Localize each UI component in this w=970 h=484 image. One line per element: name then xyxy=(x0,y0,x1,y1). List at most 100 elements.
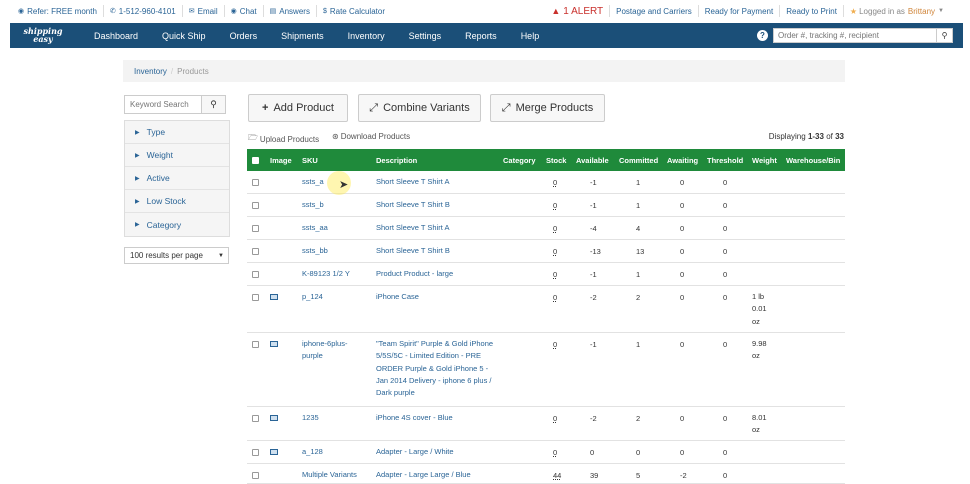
filter-category[interactable]: ▶ Category xyxy=(135,219,182,230)
sku-link[interactable]: a_128 xyxy=(302,447,323,456)
download-products-link[interactable]: ⊛ Download Products xyxy=(332,132,411,141)
ready-payment-link[interactable]: Ready for Payment xyxy=(699,5,781,17)
col-stock[interactable]: Stock xyxy=(546,156,567,165)
sku-link[interactable]: ssts_aa xyxy=(302,223,328,232)
nav-inventory[interactable]: Inventory xyxy=(347,30,385,41)
description-link[interactable]: iPhone Case xyxy=(376,292,419,301)
threshold-value: 0 xyxy=(723,448,728,457)
filter-active[interactable]: ▶ Active xyxy=(125,167,229,190)
description-link[interactable]: Adapter - Large Large / Blue xyxy=(376,470,471,479)
upload-products-link[interactable]: 🗁 Upload Products xyxy=(248,132,319,146)
image-icon[interactable] xyxy=(270,341,278,347)
row-checkbox[interactable] xyxy=(252,415,259,422)
description-link[interactable]: Short Sleeve T Shirt B xyxy=(376,246,450,255)
postage-carriers-link[interactable]: Postage and Carriers xyxy=(610,5,699,17)
description-link[interactable]: Short Sleeve T Shirt A xyxy=(376,223,450,232)
sku-link[interactable]: ssts_a xyxy=(302,177,324,186)
combine-variants-button[interactable]: ⤢ Combine Variants xyxy=(358,94,481,122)
sku-link[interactable]: p_124 xyxy=(302,292,323,301)
shippingeasy-logo[interactable]: shipping easy xyxy=(23,26,63,44)
image-icon[interactable] xyxy=(270,294,278,300)
nav-settings[interactable]: Settings xyxy=(408,30,442,41)
sku-link[interactable]: ssts_bb xyxy=(302,246,328,255)
row-checkbox[interactable] xyxy=(252,449,259,456)
nav-dashboard[interactable]: Dashboard xyxy=(94,30,139,41)
phone-link[interactable]: ✆ 1-512-960-4101 xyxy=(104,5,183,17)
stock-value[interactable]: 0 xyxy=(553,178,558,187)
stock-value[interactable]: 0 xyxy=(553,270,558,279)
sku-link[interactable]: K-89123 1/2 Y xyxy=(302,269,350,278)
filter-weight[interactable]: ▶ Weight xyxy=(125,144,229,167)
sku-link[interactable]: iphone-6plus-purple xyxy=(302,339,348,361)
row-checkbox[interactable] xyxy=(252,225,259,232)
nav-orders[interactable]: Orders xyxy=(229,30,258,41)
col-committed[interactable]: Committed xyxy=(619,156,659,165)
col-weight[interactable]: Weight xyxy=(752,156,777,165)
row-checkbox[interactable] xyxy=(252,271,259,278)
merge-products-button[interactable]: ⤢ Merge Products xyxy=(490,94,605,122)
add-product-button[interactable]: + Add Product xyxy=(248,94,348,122)
alert-link[interactable]: ▲ 1 ALERT xyxy=(545,5,611,17)
description-link[interactable]: iPhone 4S cover - Blue xyxy=(376,413,453,422)
row-checkbox[interactable] xyxy=(252,202,259,209)
user-menu[interactable]: ★ Logged in as Brittany ▼ xyxy=(849,6,944,16)
description-link[interactable]: "Team Spirit" Purple & Gold iPhone 5/5S/… xyxy=(376,339,494,398)
stock-value[interactable]: 0 xyxy=(553,224,558,233)
sku-link[interactable]: ssts_b xyxy=(302,200,324,209)
nav-quick-ship[interactable]: Quick Ship xyxy=(162,30,206,41)
stock-value[interactable]: 44 xyxy=(553,471,562,480)
col-warehouse-bin[interactable]: Warehouse/Bin xyxy=(786,156,841,165)
col-threshold[interactable]: Threshold xyxy=(707,156,744,165)
results-per-page-select[interactable]: 100 results per page ▼ xyxy=(124,247,229,264)
help-icon[interactable]: ? xyxy=(757,30,768,41)
caret-right-icon: ▶ xyxy=(135,152,140,159)
sku-link[interactable]: 1235 xyxy=(302,413,319,422)
image-icon[interactable] xyxy=(270,449,278,455)
nav-shipments[interactable]: Shipments xyxy=(281,30,324,41)
row-checkbox[interactable] xyxy=(252,472,259,479)
filter-low-stock[interactable]: ▶ Low Stock xyxy=(125,190,229,213)
stock-value[interactable]: 0 xyxy=(553,414,558,423)
ready-print-link[interactable]: Ready to Print xyxy=(780,5,844,17)
compress-icon: ⤢ xyxy=(369,101,379,114)
stock-value[interactable]: 0 xyxy=(553,340,558,349)
image-icon[interactable] xyxy=(270,415,278,421)
row-checkbox[interactable] xyxy=(252,294,259,301)
col-category[interactable]: Category xyxy=(503,156,536,165)
stock-value[interactable]: 0 xyxy=(553,201,558,210)
top-utility-bar: ◉ Refer: FREE month ✆ 1-512-960-4101 ✉ Emai… xyxy=(0,0,970,22)
email-link[interactable]: ✉ Email xyxy=(183,5,225,17)
col-image[interactable]: Image xyxy=(270,156,292,165)
filter-type[interactable]: ▶ Type xyxy=(125,121,229,144)
description-link[interactable]: Short Sleeve T Shirt B xyxy=(376,200,450,209)
col-available[interactable]: Available xyxy=(576,156,609,165)
row-checkbox[interactable] xyxy=(252,341,259,348)
row-checkbox[interactable] xyxy=(252,248,259,255)
caret-right-icon: ▶ xyxy=(135,222,140,228)
row-checkbox[interactable] xyxy=(252,179,259,186)
global-search-input[interactable] xyxy=(774,31,936,40)
col-sku[interactable]: SKU xyxy=(302,156,318,165)
col-description[interactable]: Description xyxy=(376,156,418,165)
description-link[interactable]: Adapter - Large / White xyxy=(376,447,454,456)
stock-value[interactable]: 0 xyxy=(553,293,558,302)
description-link[interactable]: Short Sleeve T Shirt A xyxy=(376,177,450,186)
keyword-search-input[interactable] xyxy=(124,95,202,114)
sku-link[interactable]: Multiple Variants xyxy=(302,470,357,479)
awaiting-value: 0 xyxy=(680,414,685,423)
chat-link[interactable]: ◉ Chat xyxy=(225,5,264,17)
answers-link[interactable]: ▤ Answers xyxy=(264,5,317,17)
table-row: ssts_a Short Sleeve T Shirt A 0 -1 1 0 0 xyxy=(247,171,845,194)
rate-calculator-link[interactable]: $ Rate Calculator xyxy=(322,6,385,16)
description-link[interactable]: Product Product - large xyxy=(376,269,454,278)
stock-value[interactable]: 0 xyxy=(553,247,558,256)
nav-help[interactable]: Help xyxy=(520,30,540,41)
nav-reports[interactable]: Reports xyxy=(465,30,497,41)
select-all-checkbox[interactable] xyxy=(252,157,259,164)
search-icon[interactable]: ⚲ xyxy=(936,29,952,42)
col-awaiting[interactable]: Awaiting xyxy=(667,156,699,165)
breadcrumb-inventory[interactable]: Inventory xyxy=(134,66,167,76)
stock-value[interactable]: 0 xyxy=(553,448,558,457)
refer-link[interactable]: ◉ Refer: FREE month xyxy=(12,5,104,17)
search-icon[interactable]: ⚲ xyxy=(202,95,226,114)
